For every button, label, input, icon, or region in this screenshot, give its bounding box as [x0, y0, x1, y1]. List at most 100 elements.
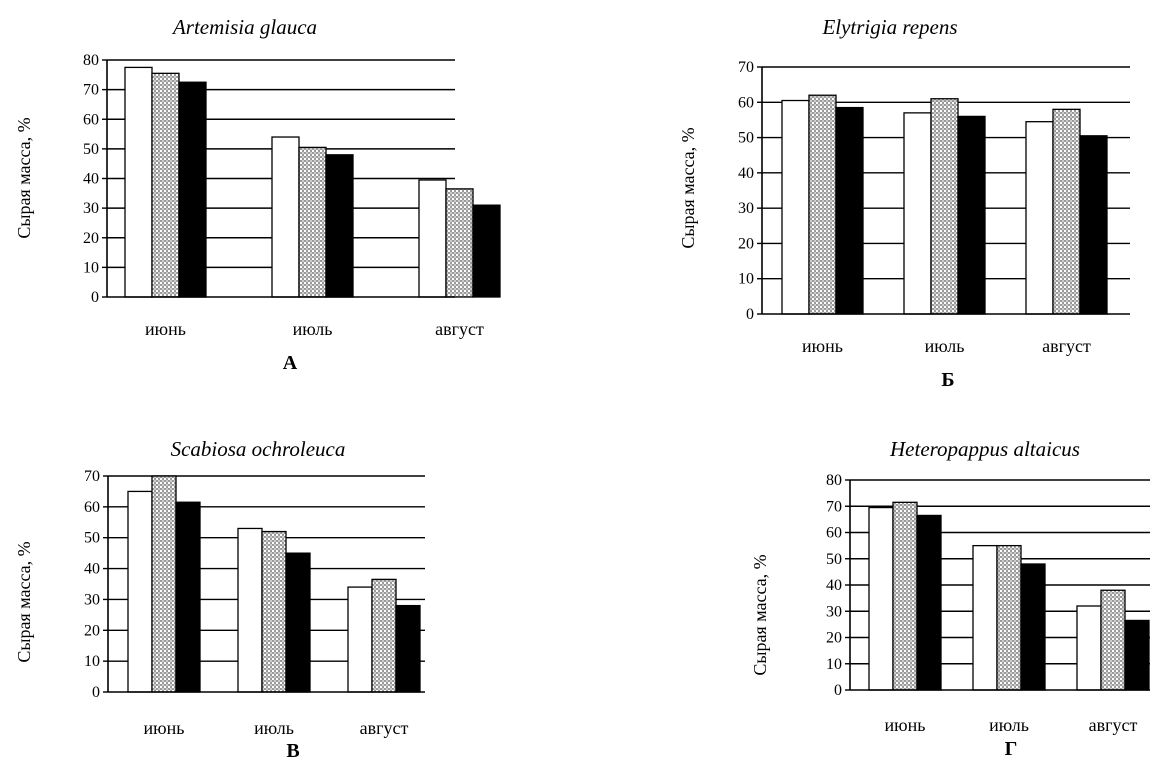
bar-d-0-2 [916, 514, 942, 691]
y-tick-label-c-5: 50 [84, 530, 100, 547]
chart-title-c: Scabiosa ochroleuca [171, 437, 346, 461]
bar-d-2-2 [1124, 619, 1150, 691]
y-tick-label-b-1: 10 [738, 271, 754, 288]
y-tick-label-a-3: 30 [83, 200, 99, 217]
bar-c-1-2 [285, 552, 311, 693]
panel-label-b: Б [941, 369, 954, 391]
y-tick-label-c-6: 60 [84, 499, 100, 516]
bar-c-0-2 [175, 501, 201, 693]
y-tick-label-d-0: 0 [834, 682, 842, 699]
y-tick-label-a-2: 20 [83, 230, 99, 247]
bar-d-1-2 [1020, 563, 1046, 691]
y-tick-label-d-6: 60 [826, 525, 842, 542]
plot-area-d: 0 10 20 30 40 50 60 70 80 июнь июль август [826, 472, 1150, 735]
y-tick-label-c-7: 70 [84, 468, 100, 485]
y-tick-label-c-2: 20 [84, 622, 100, 639]
panel-label-a: А [283, 352, 298, 374]
y-tick-label-d-4: 40 [826, 577, 842, 594]
y-tick-label-d-2: 20 [826, 630, 842, 647]
x-tick-label-d-0: июнь [885, 715, 926, 735]
bar-d-0-0 [868, 506, 894, 691]
chart-title-a: Artemisia glauca [171, 15, 317, 39]
y-tick-label-c-3: 30 [84, 591, 100, 608]
bar-b-0-1 [808, 94, 837, 315]
y-tick-label-b-5: 50 [738, 130, 754, 147]
panel-label-c: В [286, 740, 299, 760]
y-tick-label-d-5: 50 [826, 551, 842, 568]
x-tick-label-b-2: август [1042, 336, 1091, 356]
y-tick-label-a-7: 70 [83, 82, 99, 99]
chart-panel-c: Scabiosa ochroleuca 0 10 20 30 40 50 60 70 июнь и… [14, 437, 425, 760]
y-tick-label-b-2: 20 [738, 235, 754, 252]
y-axis-label-a: Сырая масса, % [14, 117, 34, 238]
x-tick-label-c-2: август [360, 718, 409, 738]
y-tick-label-a-4: 40 [83, 171, 99, 188]
bar-c-1-1 [261, 530, 287, 693]
y-axis-label-b: Сырая масса, % [678, 127, 698, 248]
bar-a-0-2 [178, 81, 207, 298]
y-tick-label-c-0: 0 [92, 684, 100, 701]
x-tick-label-a-1: июль [293, 319, 333, 339]
y-tick-label-b-4: 40 [738, 165, 754, 182]
y-tick-label-b-3: 30 [738, 200, 754, 217]
y-axis-label-d: Сырая масса, % [750, 554, 770, 675]
plot-area-c: 0 10 20 30 40 50 60 70 июнь июль август [84, 468, 425, 738]
plot-area-a: 0 10 20 30 40 50 60 70 80 июнь июль август [83, 52, 501, 339]
bar-b-2-1 [1052, 108, 1081, 315]
chart-panel-d: Heteropappus altaicus 0 10 20 30 40 50 60 70 80 и… [750, 437, 1150, 760]
x-tick-label-a-2: август [435, 319, 484, 339]
y-tick-label-a-0: 0 [91, 289, 99, 306]
bar-b-2-2 [1079, 135, 1108, 315]
plot-area-b: 0 10 20 30 40 50 60 70 июнь июль август [738, 59, 1130, 356]
chart-title-b: Elytrigia repens [821, 15, 957, 39]
bar-a-2-0 [418, 179, 447, 298]
chart-title-d: Heteropappus altaicus [889, 437, 1080, 461]
y-tick-label-a-5: 50 [83, 141, 99, 158]
y-tick-label-a-6: 60 [83, 111, 99, 128]
x-tick-label-b-0: июнь [802, 336, 843, 356]
y-tick-label-d-7: 70 [826, 498, 842, 515]
bar-d-2-1 [1100, 589, 1126, 691]
bar-b-1-2 [957, 115, 986, 315]
y-axis-label-c: Сырая масса, % [14, 541, 34, 662]
x-tick-label-b-1: июль [925, 336, 965, 356]
bar-c-0-1 [151, 475, 177, 693]
bar-b-1-1 [930, 98, 959, 315]
bar-d-1-1 [996, 544, 1022, 691]
y-tick-label-d-1: 10 [826, 656, 842, 673]
y-tick-label-c-1: 10 [84, 653, 100, 670]
chart-panel-a: Artemisia glauca 0 10 20 30 40 50 60 70 80 июнь ию… [14, 15, 501, 374]
bar-d-1-0 [972, 544, 998, 691]
y-tick-label-a-1: 10 [83, 259, 99, 276]
bar-a-1-1 [298, 146, 327, 298]
panel-label-d: Г [1005, 738, 1018, 760]
y-tick-label-a-8: 80 [83, 52, 99, 69]
x-tick-label-c-1: июль [254, 718, 294, 738]
bar-b-0-0 [781, 99, 810, 315]
x-tick-label-c-0: июнь [144, 718, 185, 738]
bar-a-1-0 [271, 136, 300, 298]
bar-a-1-2 [325, 154, 354, 298]
x-tick-label-a-0: июнь [145, 319, 186, 339]
y-tick-label-b-0: 0 [746, 306, 754, 323]
bar-b-0-2 [835, 106, 864, 315]
chart-panel-b: Elytrigia repens 0 10 20 30 40 50 60 70 июнь июль… [678, 15, 1130, 391]
bar-c-0-0 [127, 490, 153, 693]
bar-a-2-1 [445, 188, 474, 298]
bar-c-2-1 [371, 578, 397, 693]
bar-b-1-0 [903, 112, 932, 315]
bar-d-0-1 [892, 501, 918, 691]
bar-a-2-2 [472, 204, 501, 298]
y-tick-label-d-8: 80 [826, 472, 842, 489]
bar-d-2-0 [1076, 605, 1102, 691]
bar-c-2-2 [395, 604, 421, 693]
y-tick-label-b-6: 60 [738, 94, 754, 111]
bar-b-2-0 [1025, 121, 1054, 315]
x-tick-label-d-1: июль [989, 715, 1029, 735]
bar-c-2-0 [347, 586, 373, 693]
y-tick-label-b-7: 70 [738, 59, 754, 76]
y-tick-label-d-3: 30 [826, 603, 842, 620]
x-tick-label-d-2: август [1089, 715, 1138, 735]
bar-a-0-0 [124, 66, 153, 298]
